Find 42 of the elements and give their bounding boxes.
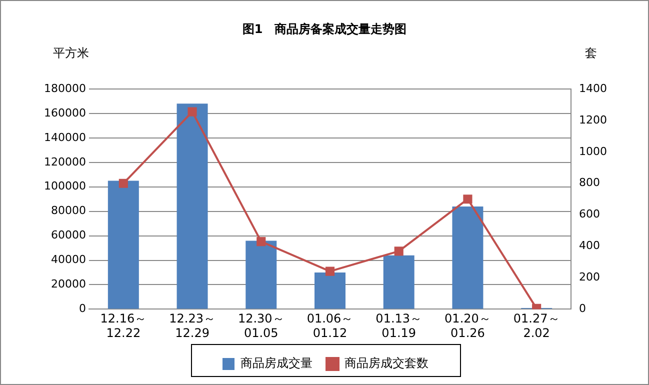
x-tick-label: 01.20～01.26 xyxy=(444,312,491,340)
legend-label: 商品房成交量 xyxy=(240,356,312,370)
y2-tick-label: 800 xyxy=(579,176,600,190)
y2-tick-label: 200 xyxy=(579,270,600,284)
y-tick-label: 80000 xyxy=(50,204,86,218)
point xyxy=(463,194,472,204)
y-axis-title: 平方米 xyxy=(53,45,89,62)
bar xyxy=(108,180,139,309)
y2-tick-label: 600 xyxy=(579,208,600,221)
point xyxy=(256,237,266,246)
point xyxy=(394,246,404,256)
y-tick-label: 140000 xyxy=(44,130,86,144)
y2-tick-label: 1000 xyxy=(579,144,608,158)
x-tick-label: 12.16～12.22 xyxy=(100,312,147,340)
y-tick-label: 60000 xyxy=(50,228,86,242)
y-tick-label: 180000 xyxy=(44,82,86,95)
y2-axis-title: 套 xyxy=(585,45,597,62)
y-tick-label: 40000 xyxy=(50,253,86,266)
x-tick-label: 12.30～01.05 xyxy=(238,312,284,340)
bar xyxy=(452,206,484,309)
y-tick-label: 120000 xyxy=(44,155,86,168)
bar xyxy=(176,104,208,309)
y-tick-label: 0 xyxy=(78,302,86,316)
x-tick-label: 01.06～01.12 xyxy=(306,312,354,340)
chart-title: 图1 商品房备案成交量走势图 xyxy=(241,21,408,38)
y2-tick-label: 1200 xyxy=(579,113,608,126)
bar xyxy=(383,255,414,309)
x-tick-label: 01.27～2.02 xyxy=(513,312,560,340)
x-tick-label: 01.13～01.19 xyxy=(376,312,422,340)
x-tick-label: 12.23～12.29 xyxy=(169,312,216,340)
point xyxy=(325,266,335,276)
point xyxy=(188,107,197,116)
legend-label: 商品房成交套数 xyxy=(344,356,428,370)
y-tick-label: 20000 xyxy=(50,278,86,291)
y2-tick-label: 1400 xyxy=(579,82,608,95)
bar xyxy=(246,240,277,309)
y2-tick-label: 0 xyxy=(579,302,586,316)
bar xyxy=(314,272,346,309)
y-tick-label: 100000 xyxy=(44,180,86,193)
y2-tick-label: 400 xyxy=(579,239,600,252)
point xyxy=(118,178,128,188)
y-tick-label: 160000 xyxy=(44,106,86,120)
